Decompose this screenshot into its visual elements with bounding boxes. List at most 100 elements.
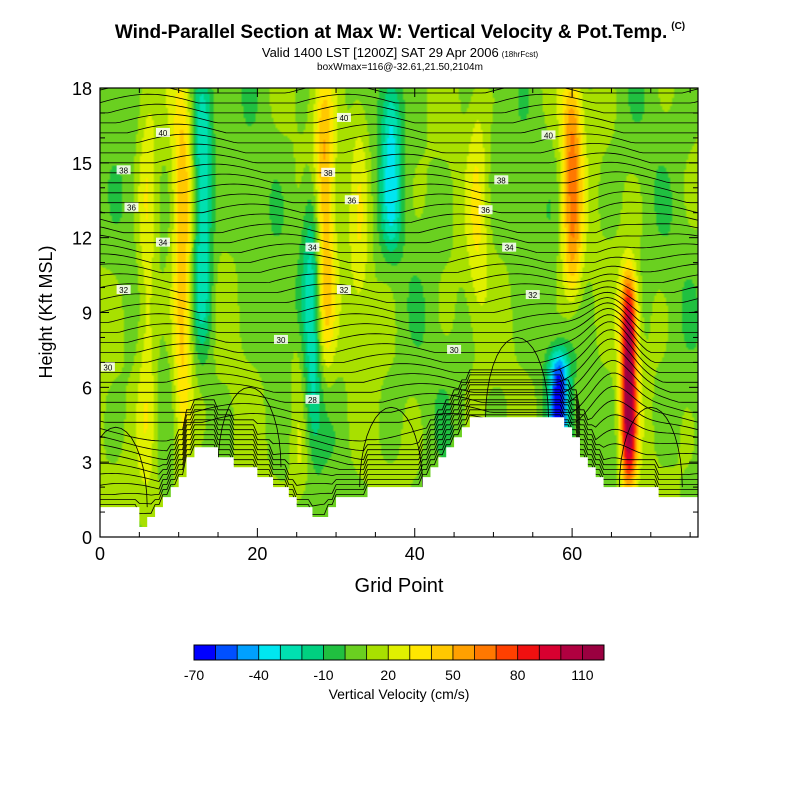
isentrope-line xyxy=(100,389,698,475)
colorbar-swatch xyxy=(258,645,281,660)
contour-label-36: 36 xyxy=(344,195,359,205)
svg-text:28: 28 xyxy=(308,396,317,405)
y-tick-label: 18 xyxy=(72,79,92,99)
svg-text:36: 36 xyxy=(127,204,136,213)
isentrope-line xyxy=(100,394,698,482)
y-tick-label: 3 xyxy=(82,453,92,473)
svg-text:40: 40 xyxy=(339,114,348,123)
chart-title-text: Wind-Parallel Section at Max W: Vertical… xyxy=(114,22,668,43)
x-tick-label: 60 xyxy=(562,544,582,564)
contour-label-40: 40 xyxy=(336,112,351,123)
isentrope-line xyxy=(100,302,698,333)
colorbar-swatch xyxy=(323,645,346,660)
contour-label-32: 32 xyxy=(525,290,540,300)
svg-text:30: 30 xyxy=(103,363,112,372)
svg-text:40: 40 xyxy=(544,131,553,140)
isentrope-dome xyxy=(217,386,282,468)
colorbar-tick-label: 20 xyxy=(380,667,396,683)
isentrope-line xyxy=(100,133,698,144)
svg-text:36: 36 xyxy=(347,196,356,205)
y-tick-label: 6 xyxy=(82,378,92,398)
isentrope-line xyxy=(100,280,698,293)
contour-label-30: 30 xyxy=(447,344,462,355)
subtitle-text: Valid 1400 LST [1200Z] SAT 29 Apr 2006 xyxy=(261,45,499,60)
isentrope-line xyxy=(100,181,698,194)
contour-label-36: 36 xyxy=(124,202,139,213)
y-tick-label: 9 xyxy=(82,304,92,324)
chart-subtitle: Valid 1400 LST [1200Z] SAT 29 Apr 2006 (1… xyxy=(0,45,800,60)
contour-label-34: 34 xyxy=(155,237,170,248)
colorbar-swatch xyxy=(560,645,583,660)
colorbar-tick-label: -10 xyxy=(313,667,333,683)
isentrope-line xyxy=(100,286,698,303)
contour-label-40: 40 xyxy=(541,130,556,140)
colorbar-swatch xyxy=(237,645,260,660)
isentrope-line xyxy=(100,399,698,490)
svg-text:38: 38 xyxy=(119,166,128,175)
colorbar-swatch xyxy=(215,645,238,660)
isentrope-line xyxy=(100,143,698,154)
isentrope-line xyxy=(100,152,698,164)
colorbar-swatch xyxy=(409,645,432,660)
isentrope-line xyxy=(100,201,698,214)
colorbar-swatch xyxy=(301,645,324,660)
isentrope-line xyxy=(100,308,698,343)
isentrope-line xyxy=(100,385,698,423)
svg-text:30: 30 xyxy=(277,336,286,345)
x-tick-label: 40 xyxy=(405,544,425,564)
svg-text:32: 32 xyxy=(339,286,348,295)
contour-label-32: 32 xyxy=(336,285,351,295)
svg-text:34: 34 xyxy=(505,244,514,253)
isentrope-line xyxy=(100,123,698,134)
colorbar-swatch xyxy=(539,645,562,660)
svg-text:32: 32 xyxy=(119,286,128,295)
isentrope-line xyxy=(100,103,698,114)
colorbar-tick-label: 110 xyxy=(571,667,594,683)
svg-text:38: 38 xyxy=(497,176,506,185)
x-axis-label: Grid Point xyxy=(355,575,444,597)
colorbar-tick-label: 50 xyxy=(445,667,461,683)
isentrope-line xyxy=(100,212,698,224)
isentrope-line xyxy=(100,329,698,373)
svg-text:32: 32 xyxy=(528,291,537,300)
forecast-tag: (18hrFcst) xyxy=(501,50,539,59)
isentrope-line xyxy=(100,113,698,124)
colorbar-swatch xyxy=(582,645,605,660)
isentrope-dome xyxy=(359,406,423,488)
terrain-mask xyxy=(100,417,698,537)
y-tick-label: 12 xyxy=(72,229,92,249)
colorbar-swatch xyxy=(452,645,475,660)
contour-label-38: 38 xyxy=(116,165,131,175)
colorbar-swatch xyxy=(194,645,216,660)
colorbar-swatch xyxy=(517,645,540,660)
contour-label-34: 34 xyxy=(502,242,517,253)
colorbar-frame xyxy=(193,644,605,661)
y-axis-label: Height (Kft MSL) xyxy=(36,245,56,378)
isentrope-line xyxy=(100,88,698,94)
x-tick-label: 20 xyxy=(247,544,267,564)
colorbar: -70 -40 -10 20 50 80 110 xyxy=(184,644,605,683)
isentrope-line xyxy=(100,273,698,283)
isentrope-line xyxy=(100,223,698,234)
isentrope-line xyxy=(100,379,698,461)
contour-label-38: 38 xyxy=(494,175,509,185)
contour-label-40: 40 xyxy=(155,127,170,138)
isentrope-line xyxy=(100,360,698,403)
isentrope-line xyxy=(100,414,698,515)
isentrope-dome xyxy=(485,336,549,418)
isentrope-line xyxy=(100,243,698,253)
contour-label-32: 32 xyxy=(116,285,131,295)
svg-text:36: 36 xyxy=(481,206,490,215)
chart-subtitle2: boxWmax=116@-32.61,21.50,2104m xyxy=(317,62,483,73)
isentrope-line xyxy=(100,369,698,442)
isentrope-line xyxy=(100,291,698,313)
svg-text:34: 34 xyxy=(308,244,317,253)
colorbar-swatch xyxy=(345,645,367,660)
colorbar-tick-label: -70 xyxy=(184,667,204,683)
chart-title: Wind-Parallel Section at Max W: Vertical… xyxy=(0,21,800,44)
svg-text:38: 38 xyxy=(324,169,333,178)
y-tick-label: 0 xyxy=(82,528,92,548)
isentrope-line xyxy=(100,404,698,496)
